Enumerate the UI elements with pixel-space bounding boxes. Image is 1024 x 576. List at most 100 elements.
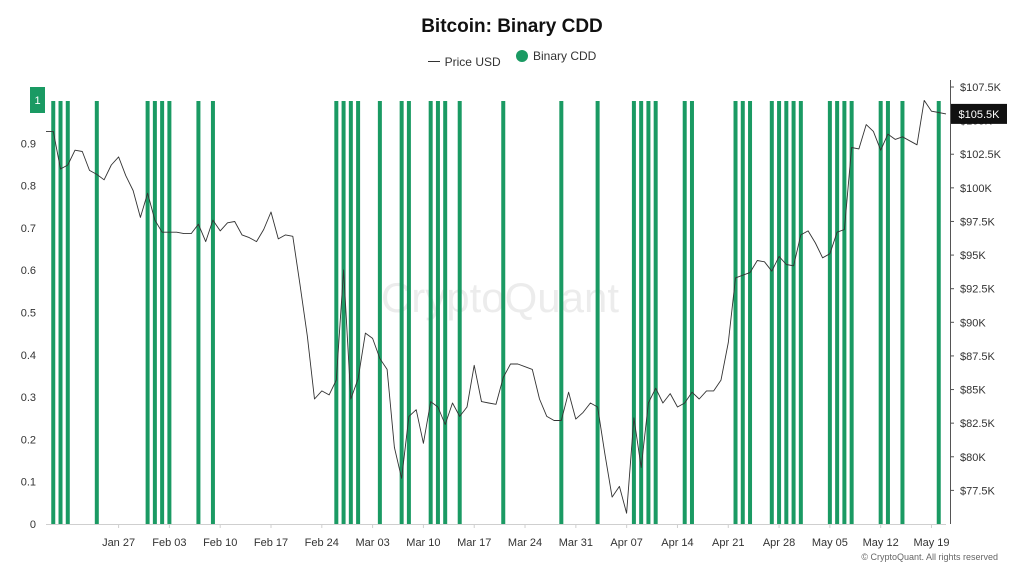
cdd-bar	[145, 101, 150, 524]
cdd-bar	[689, 101, 694, 524]
y-left-tick-label: 0.8	[21, 181, 36, 193]
x-tick-label: Jan 27	[102, 537, 135, 549]
x-tick-label: Feb 03	[152, 537, 186, 549]
legend-dot-swatch	[516, 50, 528, 62]
y-left-tick-label: 0.6	[21, 265, 36, 277]
y-left-tick-label: 0.2	[21, 434, 36, 446]
x-tick-label: May 05	[812, 537, 848, 549]
y-left-tick-label: 0.9	[21, 138, 36, 150]
cdd-bar	[769, 101, 774, 524]
x-tick-label: May 12	[863, 537, 899, 549]
cdd-bar	[798, 101, 803, 524]
cdd-bar	[210, 101, 215, 524]
price-line	[46, 99, 947, 514]
cdd-bar	[885, 101, 890, 524]
cdd-bar	[936, 101, 941, 524]
y-left-tick-label: 0.3	[21, 392, 36, 404]
cdd-bar	[639, 101, 644, 524]
cdd-bar	[595, 101, 600, 524]
x-tick-label: Mar 31	[559, 537, 593, 549]
y-right-tick-label: $82.5K	[960, 418, 996, 430]
y-left-tick-label: 0.5	[21, 308, 36, 320]
x-tick-label: Mar 17	[457, 537, 491, 549]
price-value-flag	[951, 103, 1007, 124]
cdd-bar	[428, 101, 433, 524]
x-tick-label: Apr 07	[610, 537, 642, 549]
cdd-bar	[94, 101, 99, 524]
y-right-tick-label: $90K	[960, 317, 986, 329]
cdd-bar	[791, 101, 796, 524]
x-tick-label: Mar 24	[508, 537, 542, 549]
x-tick-label: Apr 21	[712, 537, 744, 549]
legend-item-price[interactable]: Price USD	[427, 54, 501, 69]
cdd-bar	[777, 101, 782, 524]
cdd-bar	[348, 101, 353, 524]
cdd-bar	[878, 101, 883, 524]
cdd-bar	[501, 101, 506, 524]
cdd-bar	[835, 101, 840, 524]
cdd-bar	[406, 101, 411, 524]
cdd-bar	[435, 101, 440, 524]
cdd-bar	[842, 101, 847, 524]
cdd-bar	[334, 101, 339, 524]
cdd-bar	[653, 101, 658, 524]
y-right-tick-label: $95K	[960, 250, 986, 262]
cdd-bar	[377, 101, 382, 524]
y-left-tick-label: 0.1	[21, 477, 36, 489]
cdd-bar	[51, 101, 56, 524]
x-tick-label: Feb 10	[203, 537, 237, 549]
y-right-tick-label: $92.5K	[960, 284, 996, 296]
legend-item-cdd[interactable]: Binary CDD	[516, 49, 596, 63]
cdd-bar	[748, 101, 753, 524]
y-right-tick-label: $102.5K	[960, 149, 1002, 161]
cdd-value-flag-label: 1	[34, 95, 40, 107]
chart-title: Bitcoin: Binary CDD	[421, 16, 603, 37]
y-right-tick-label: $100K	[960, 183, 992, 195]
cdd-value-flag	[30, 87, 45, 113]
cdd-bar	[457, 101, 462, 524]
y-right-tick-label: $97.5K	[960, 216, 996, 228]
cdd-bar	[196, 101, 201, 524]
watermark-text: CryptoQuant	[381, 274, 619, 321]
cdd-bar	[646, 101, 651, 524]
cdd-bar	[733, 101, 738, 524]
cdd-bar	[58, 101, 63, 524]
cdd-bar	[399, 101, 404, 524]
cdd-bar	[160, 101, 165, 524]
y-left-tick-label: 0	[30, 519, 36, 531]
cdd-bar	[631, 101, 636, 524]
cdd-bar	[152, 101, 157, 524]
legend-label-cdd: Binary CDD	[533, 49, 597, 63]
y-right-tick-label: $85K	[960, 385, 986, 397]
x-tick-label: Feb 24	[305, 537, 339, 549]
cdd-bar	[65, 101, 70, 524]
price-value-flag-label: $105.5K	[959, 109, 1001, 121]
cdd-bar	[356, 101, 361, 524]
cdd-bar	[559, 101, 564, 524]
y-left-tick-label: 0.7	[21, 223, 36, 235]
x-tick-label: Mar 10	[406, 537, 440, 549]
legend-line-swatch	[427, 61, 440, 62]
y-right-tick-label: $80K	[960, 452, 986, 464]
cdd-bar	[849, 101, 854, 524]
cdd-bar	[682, 101, 687, 524]
legend-label-price: Price USD	[444, 54, 501, 69]
y-right-tick-label: $87.5K	[960, 351, 996, 363]
x-tick-label: Apr 14	[661, 537, 693, 549]
y-right-tick-label: $107.5K	[960, 82, 1002, 94]
y-left-tick-label: 0.4	[21, 350, 36, 362]
legend: Price USD Binary CDD	[0, 49, 1024, 69]
cdd-bar	[740, 101, 745, 524]
x-tick-label: Mar 03	[355, 537, 389, 549]
cdd-bar	[341, 101, 346, 524]
cdd-bar	[784, 101, 789, 524]
cdd-bar	[900, 101, 905, 524]
x-tick-label: Feb 17	[254, 537, 288, 549]
copyright-notice: © CryptoQuant. All rights reserved	[861, 552, 998, 562]
x-tick-label: May 19	[913, 537, 949, 549]
cdd-bar	[167, 101, 172, 524]
x-tick-label: Apr 28	[763, 537, 795, 549]
cdd-bar	[443, 101, 448, 524]
cdd-bar	[827, 101, 832, 524]
